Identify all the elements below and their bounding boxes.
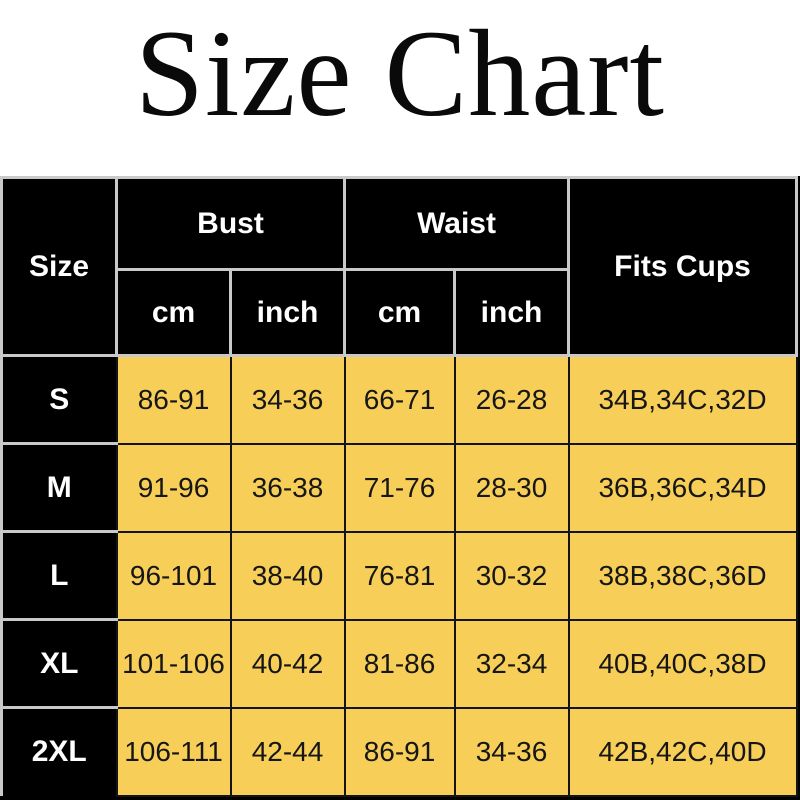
cell-waist-inch: 34-36 bbox=[453, 706, 570, 797]
table-row-2xl: 2XL 106-111 42-44 86-91 34-36 42B,42C,40… bbox=[0, 706, 798, 797]
row-header-size: 2XL bbox=[0, 706, 118, 796]
table-row-m: M 91-96 36-38 71-76 28-30 36B,36C,34D bbox=[0, 442, 798, 533]
cell-bust-inch: 38-40 bbox=[229, 530, 346, 621]
cell-waist-cm: 66-71 bbox=[343, 354, 456, 445]
cell-waist-inch: 30-32 bbox=[453, 530, 570, 621]
cell-waist-inch: 28-30 bbox=[453, 442, 570, 533]
cell-fits-cups: 36B,36C,34D bbox=[567, 442, 798, 533]
cell-bust-cm: 106-111 bbox=[115, 706, 232, 797]
unit-header-bust-inch: inch bbox=[228, 268, 347, 357]
cell-waist-inch: 26-28 bbox=[453, 354, 570, 445]
cell-bust-cm: 96-101 bbox=[115, 530, 232, 621]
column-header-waist: Waist bbox=[343, 176, 571, 271]
cell-waist-cm: 81-86 bbox=[343, 618, 456, 709]
unit-header-bust-cm: cm bbox=[115, 268, 232, 357]
cell-fits-cups: 40B,40C,38D bbox=[567, 618, 798, 709]
cell-waist-inch: 32-34 bbox=[453, 618, 570, 709]
column-header-size: Size bbox=[0, 176, 118, 357]
table-row-xl: XL 101-106 40-42 81-86 32-34 40B,40C,38D bbox=[0, 618, 798, 709]
cell-bust-inch: 40-42 bbox=[229, 618, 346, 709]
cell-waist-cm: 71-76 bbox=[343, 442, 456, 533]
column-header-bust: Bust bbox=[114, 176, 347, 271]
cell-bust-cm: 91-96 bbox=[115, 442, 232, 533]
cell-waist-cm: 76-81 bbox=[343, 530, 456, 621]
table-row-l: L 96-101 38-40 76-81 30-32 38B,38C,36D bbox=[0, 530, 798, 621]
row-header-size: S bbox=[0, 354, 118, 444]
cell-bust-cm: 101-106 bbox=[115, 618, 232, 709]
cell-fits-cups: 38B,38C,36D bbox=[567, 530, 798, 621]
table-row-s: S 86-91 34-36 66-71 26-28 34B,34C,32D bbox=[0, 354, 798, 445]
header-row-units: cm inch cm inch bbox=[2, 268, 797, 357]
unit-header-waist-inch: inch bbox=[453, 268, 571, 357]
cell-bust-inch: 36-38 bbox=[229, 442, 346, 533]
cell-fits-cups: 42B,42C,40D bbox=[567, 706, 798, 797]
size-chart-table: Size Bust Waist Fits Cups cm inch cm inc… bbox=[0, 176, 799, 797]
cell-waist-cm: 86-91 bbox=[343, 706, 456, 797]
size-chart-table-wrapper: Size Bust Waist Fits Cups cm inch cm inc… bbox=[0, 176, 800, 800]
cell-fits-cups: 34B,34C,32D bbox=[567, 354, 798, 445]
cell-bust-inch: 34-36 bbox=[229, 354, 346, 445]
cell-bust-inch: 42-44 bbox=[229, 706, 346, 797]
unit-header-waist-cm: cm bbox=[343, 268, 457, 357]
row-header-size: XL bbox=[0, 618, 118, 708]
header-row-groups: Size Bust Waist Fits Cups bbox=[0, 176, 799, 357]
column-header-fits-cups: Fits Cups bbox=[567, 176, 799, 357]
cell-bust-cm: 86-91 bbox=[115, 354, 232, 445]
row-header-size: L bbox=[0, 530, 118, 620]
row-header-size: M bbox=[0, 442, 118, 532]
page-title: Size Chart bbox=[135, 5, 665, 142]
